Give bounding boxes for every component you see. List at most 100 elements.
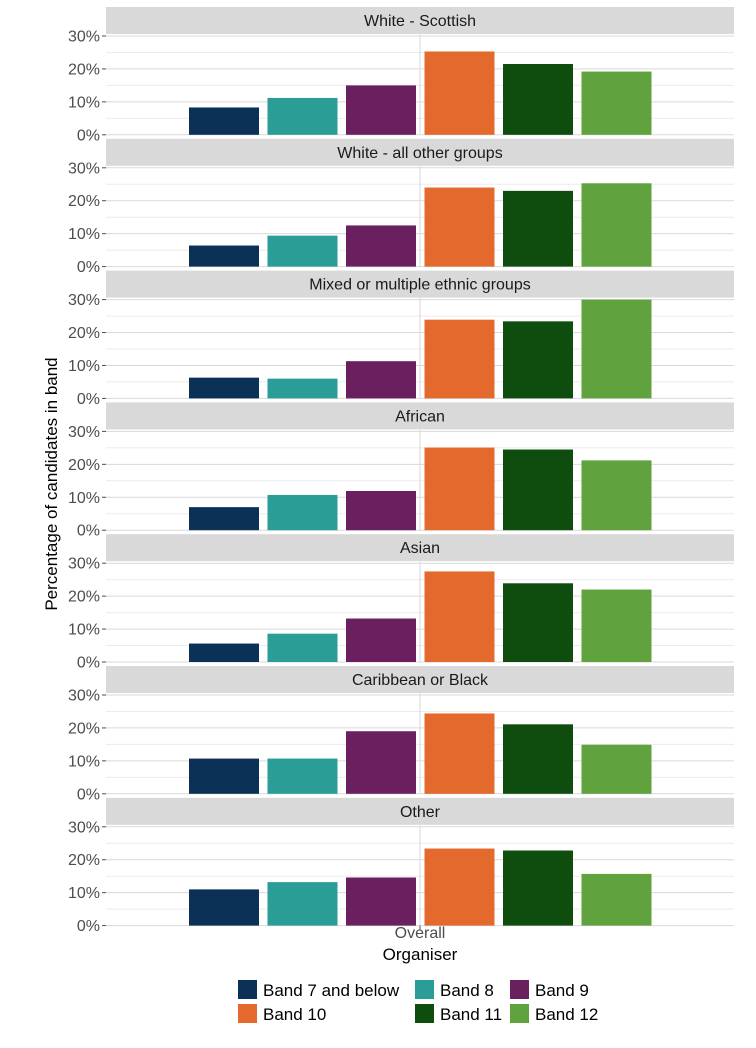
legend-label: Band 10 bbox=[263, 1005, 326, 1024]
bar-band-9 bbox=[346, 361, 416, 399]
x-tick-overall: Overall bbox=[395, 925, 446, 942]
panel-strip bbox=[106, 797, 734, 825]
bar-band-11 bbox=[503, 724, 573, 794]
bar-band-7-and-below bbox=[189, 107, 259, 135]
bar-band-9 bbox=[346, 877, 416, 926]
legend: Band 7 and below Band 8 Band 9 Band 10 Band … bbox=[238, 980, 598, 1024]
bar-band-12 bbox=[581, 183, 652, 267]
bar-band-11 bbox=[503, 321, 573, 399]
legend-label: Band 11 bbox=[440, 1005, 502, 1024]
bar-band-7-and-below bbox=[189, 245, 259, 267]
y-tick-label: 0% bbox=[77, 655, 100, 672]
bar-band-8 bbox=[267, 758, 338, 794]
bar-band-8 bbox=[267, 494, 338, 531]
legend-label: Band 8 bbox=[440, 981, 494, 1000]
y-tick-label: 30% bbox=[68, 819, 100, 836]
panel-strip bbox=[106, 534, 734, 562]
bar-band-11 bbox=[503, 190, 573, 267]
bar-band-10 bbox=[424, 319, 495, 399]
y-tick-label: 0% bbox=[77, 127, 100, 144]
y-axis-title: Percentage of candidates in band bbox=[42, 357, 61, 610]
panel-title: African bbox=[395, 408, 445, 425]
bar-band-12 bbox=[581, 873, 652, 926]
y-tick-label: 10% bbox=[68, 753, 100, 770]
bar-band-9 bbox=[346, 491, 416, 531]
bar-band-8 bbox=[267, 378, 338, 399]
bar-band-7-and-below bbox=[189, 643, 259, 662]
bar-band-8 bbox=[267, 235, 338, 267]
bar-band-10 bbox=[424, 447, 495, 531]
legend-item: Band 11 bbox=[415, 1004, 502, 1024]
y-tick-label: 0% bbox=[77, 918, 100, 935]
legend-item: Band 8 bbox=[415, 980, 494, 1000]
bar-band-7-and-below bbox=[189, 758, 259, 794]
y-tick-label: 20% bbox=[68, 720, 100, 737]
y-tick-label: 30% bbox=[68, 424, 100, 441]
y-tick-label: 10% bbox=[68, 94, 100, 111]
legend-label: Band 9 bbox=[535, 981, 589, 1000]
y-tick-label: 30% bbox=[68, 688, 100, 705]
y-tick-label: 20% bbox=[68, 193, 100, 210]
legend-swatch bbox=[238, 980, 257, 999]
y-tick-label: 20% bbox=[68, 852, 100, 869]
bar-band-9 bbox=[346, 618, 416, 662]
bar-band-12 bbox=[581, 744, 652, 794]
legend-swatch bbox=[510, 1004, 529, 1023]
legend-item: Band 10 bbox=[238, 1004, 326, 1024]
legend-label: Band 12 bbox=[535, 1005, 598, 1024]
y-tick-label: 20% bbox=[68, 589, 100, 606]
y-tick-label: 0% bbox=[77, 391, 100, 408]
panel-title: White - all other groups bbox=[337, 145, 502, 162]
bar-band-12 bbox=[581, 299, 652, 399]
y-tick-label: 10% bbox=[68, 885, 100, 902]
panel-title: Asian bbox=[400, 540, 440, 557]
bar-band-7-and-below bbox=[189, 507, 259, 531]
bar-band-11 bbox=[503, 63, 573, 135]
y-tick-label: 20% bbox=[68, 61, 100, 78]
x-axis-title: Organiser bbox=[383, 945, 458, 964]
bar-band-9 bbox=[346, 225, 416, 267]
bar-band-8 bbox=[267, 97, 338, 135]
bar-band-9 bbox=[346, 85, 416, 135]
legend-swatch bbox=[238, 1004, 257, 1023]
bar-band-10 bbox=[424, 187, 495, 267]
y-tick-label: 10% bbox=[68, 490, 100, 507]
legend-item: Band 7 and below bbox=[238, 980, 400, 1000]
panel-title: Mixed or multiple ethnic groups bbox=[309, 277, 530, 294]
y-tick-label: 10% bbox=[68, 622, 100, 639]
y-tick-label: 0% bbox=[77, 786, 100, 803]
y-tick-label: 30% bbox=[68, 292, 100, 309]
panel-strip bbox=[106, 138, 734, 166]
legend-swatch bbox=[415, 1004, 434, 1023]
y-tick-label: 10% bbox=[68, 358, 100, 375]
bar-band-11 bbox=[503, 850, 573, 926]
panel-title: White - Scottish bbox=[364, 13, 476, 30]
panels-layer: White - Scottish 0% 10% 20% 30% White - all o… bbox=[68, 7, 734, 935]
panel-strip bbox=[106, 270, 734, 298]
bar-band-10 bbox=[424, 713, 495, 794]
panel-strip bbox=[106, 666, 734, 693]
bar-band-7-and-below bbox=[189, 889, 259, 926]
bar-band-8 bbox=[267, 633, 338, 662]
y-tick-label: 0% bbox=[77, 523, 100, 540]
legend-item: Band 12 bbox=[510, 1004, 598, 1024]
panel-title: Other bbox=[400, 804, 441, 821]
y-tick-label: 30% bbox=[68, 556, 100, 573]
bar-band-9 bbox=[346, 731, 416, 794]
bar-band-8 bbox=[267, 882, 338, 926]
bar-band-12 bbox=[581, 71, 652, 135]
y-tick-label: 30% bbox=[68, 160, 100, 177]
bar-band-7-and-below bbox=[189, 377, 259, 399]
bar-band-10 bbox=[424, 848, 495, 926]
y-tick-label: 0% bbox=[77, 259, 100, 276]
y-tick-label: 20% bbox=[68, 457, 100, 474]
bar-band-11 bbox=[503, 583, 573, 662]
panel-title: Caribbean or Black bbox=[352, 672, 489, 689]
legend-label: Band 7 and below bbox=[263, 981, 400, 1000]
y-tick-label: 20% bbox=[68, 325, 100, 342]
bar-band-11 bbox=[503, 449, 573, 531]
bar-band-12 bbox=[581, 460, 652, 531]
y-tick-label: 30% bbox=[68, 29, 100, 46]
bar-band-10 bbox=[424, 571, 495, 662]
